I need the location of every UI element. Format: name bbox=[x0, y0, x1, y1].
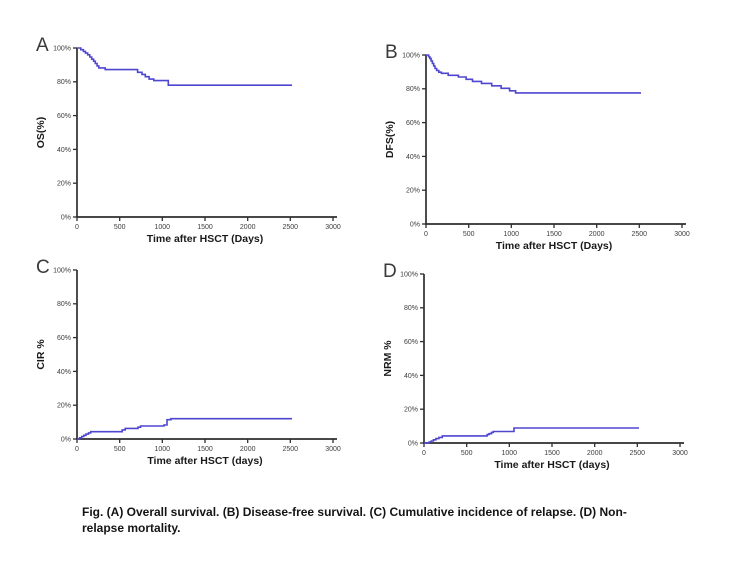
y-tick-label: 100% bbox=[53, 45, 71, 52]
panel-a-plot: A 0% 20% 40% 60% 80% 100% 0 500 1000 1500 2000 2500 3… bbox=[35, 35, 341, 245]
panel-d-plot: D 0% 20% 40% 60% 80% 100% 0 500 1000 1500 2000 2500 3… bbox=[382, 261, 688, 471]
y-axis-title: CIR % bbox=[35, 339, 47, 370]
y-tick-label: 20% bbox=[57, 403, 71, 410]
panel-letter: A bbox=[36, 35, 49, 56]
y-tick-label: 60% bbox=[404, 339, 418, 346]
y-tick-label: 40% bbox=[57, 369, 71, 376]
x-tick-label: 1000 bbox=[155, 224, 171, 231]
y-tick-label: 0% bbox=[408, 440, 418, 447]
y-tick-label: 80% bbox=[406, 86, 420, 93]
x-tick-label: 500 bbox=[461, 450, 473, 457]
panel-letter: D bbox=[383, 261, 397, 282]
x-tick-label: 1000 bbox=[504, 231, 520, 238]
y-tick-label: 40% bbox=[57, 147, 71, 154]
panel-a-chart: A 0% 20% 40% 60% 80% 100% 0 500 1000 1500 2000 2500 3… bbox=[30, 28, 360, 250]
y-tick-label: 100% bbox=[53, 267, 71, 274]
survival-curve bbox=[424, 427, 639, 444]
y-tick-label: 80% bbox=[57, 79, 71, 86]
x-tick-label: 1000 bbox=[155, 446, 171, 453]
y-tick-label: 0% bbox=[61, 436, 71, 443]
y-tick-label: 60% bbox=[406, 120, 420, 127]
x-tick-label: 0 bbox=[422, 450, 426, 457]
panel-c-chart: C 0% 20% 40% 60% 80% 100% 0 500 1000 1500 2000 2500 3… bbox=[30, 250, 360, 472]
x-tick-label: 500 bbox=[114, 224, 126, 231]
caption-line-2: relapse mortality. bbox=[82, 520, 181, 535]
panel-letter: C bbox=[36, 257, 50, 278]
x-axis-title: Time after HSCT (days) bbox=[147, 455, 262, 467]
y-tick-label: 80% bbox=[57, 301, 71, 308]
x-tick-label: 2000 bbox=[589, 231, 605, 238]
y-tick-label: 100% bbox=[400, 271, 418, 278]
x-tick-label: 2500 bbox=[283, 224, 299, 231]
x-tick-label: 2500 bbox=[630, 450, 646, 457]
y-tick-label: 20% bbox=[406, 188, 420, 195]
x-tick-label: 500 bbox=[463, 231, 475, 238]
y-axis-title: NRM % bbox=[382, 340, 394, 377]
panel-b-chart: B 0% 20% 40% 60% 80% 100% 0 500 1000 1500 2000 2500 3… bbox=[379, 35, 709, 257]
x-tick-label: 3000 bbox=[672, 450, 688, 457]
x-tick-label: 1500 bbox=[546, 231, 562, 238]
survival-curve bbox=[77, 417, 292, 440]
x-tick-label: 0 bbox=[424, 231, 428, 238]
y-tick-label: 60% bbox=[57, 335, 71, 342]
y-tick-label: 0% bbox=[410, 221, 420, 228]
x-tick-label: 1000 bbox=[502, 450, 518, 457]
y-tick-label: 20% bbox=[404, 407, 418, 414]
caption-line-1: Fig. (A) Overall survival. (B) Disease-f… bbox=[82, 505, 627, 519]
x-tick-label: 500 bbox=[114, 446, 126, 453]
x-tick-label: 0 bbox=[75, 224, 79, 231]
y-tick-label: 80% bbox=[404, 305, 418, 312]
figure-caption: Fig. (A) Overall survival. (B) Disease-f… bbox=[82, 505, 682, 536]
y-tick-label: 20% bbox=[57, 181, 71, 188]
y-tick-label: 40% bbox=[406, 154, 420, 161]
x-tick-label: 3000 bbox=[325, 224, 341, 231]
x-tick-label: 3000 bbox=[325, 446, 341, 453]
panel-letter: B bbox=[385, 42, 398, 63]
x-tick-label: 2000 bbox=[240, 224, 256, 231]
x-axis-title: Time after HSCT (Days) bbox=[496, 240, 613, 252]
y-tick-label: 0% bbox=[61, 214, 71, 221]
survival-curve bbox=[426, 54, 641, 94]
x-tick-label: 3000 bbox=[674, 231, 690, 238]
x-tick-label: 1500 bbox=[197, 446, 213, 453]
y-tick-label: 40% bbox=[404, 373, 418, 380]
x-tick-label: 2500 bbox=[283, 446, 299, 453]
x-axis-title: Time after HSCT (Days) bbox=[147, 233, 264, 245]
y-axis-title: OS(%) bbox=[35, 117, 47, 149]
panel-c-plot: C 0% 20% 40% 60% 80% 100% 0 500 1000 1500 2000 2500 3… bbox=[35, 257, 341, 467]
y-axis-title: DFS(%) bbox=[384, 121, 396, 158]
x-tick-label: 0 bbox=[75, 446, 79, 453]
y-tick-label: 60% bbox=[57, 113, 71, 120]
x-tick-label: 2500 bbox=[632, 231, 648, 238]
survival-curve bbox=[77, 47, 292, 86]
x-tick-label: 2000 bbox=[587, 450, 603, 457]
x-tick-label: 1500 bbox=[197, 224, 213, 231]
y-tick-label: 100% bbox=[402, 52, 420, 59]
x-tick-label: 1500 bbox=[544, 450, 560, 457]
x-axis-title: Time after HSCT (days) bbox=[494, 459, 609, 471]
x-tick-label: 2000 bbox=[240, 446, 256, 453]
panel-d-chart: D 0% 20% 40% 60% 80% 100% 0 500 1000 1500 2000 2500 3… bbox=[377, 254, 707, 476]
panel-b-plot: B 0% 20% 40% 60% 80% 100% 0 500 1000 1500 2000 2500 3… bbox=[384, 42, 690, 252]
